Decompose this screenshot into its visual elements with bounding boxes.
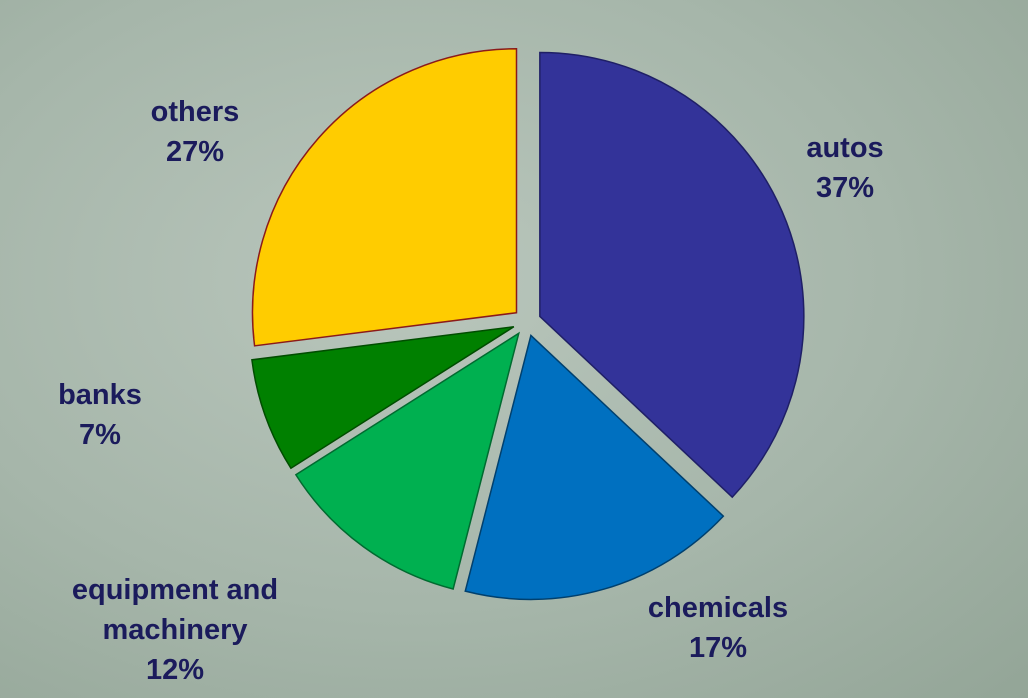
slice-category: equipment and machinery <box>71 574 279 646</box>
slice-label: chemicals 17% <box>568 588 868 668</box>
slice-value: 17% <box>688 632 748 664</box>
slice-label: equipment and machinery 12% <box>45 570 305 690</box>
slice-value: 27% <box>165 136 225 168</box>
slice-category: others <box>150 96 240 128</box>
slice-label: others 27% <box>45 92 345 172</box>
slice-value: 37% <box>815 172 875 204</box>
slice-category: autos <box>806 132 884 164</box>
pie-slice <box>294 331 520 590</box>
slice-category: banks <box>58 379 142 411</box>
slice-category: chemicals <box>647 592 789 624</box>
slice-label: autos 37% <box>695 128 995 208</box>
pie-slice <box>251 325 515 470</box>
slice-value: 7% <box>79 419 121 451</box>
pie-slice <box>464 334 725 601</box>
slice-label: banks 7% <box>0 375 250 455</box>
slice-value: 12% <box>145 654 205 686</box>
pie-slice <box>539 51 805 499</box>
pie-slice <box>251 47 518 347</box>
